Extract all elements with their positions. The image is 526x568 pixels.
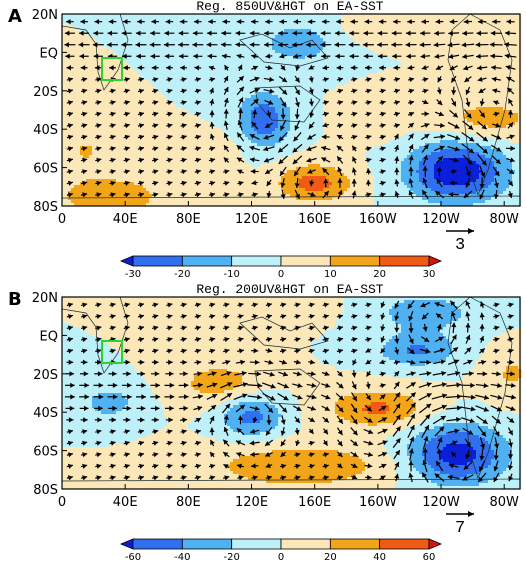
- panel-b-y-tick-label: 80S: [33, 483, 58, 498]
- panel-a-chart: A Reg. 850UV&HGT on EA-SST 20N EQ 20S 40S 60…: [0, 0, 526, 280]
- panel-b-colorbar-label: -40: [174, 552, 190, 563]
- panel-a: A Reg. 850UV&HGT on EA-SST 20N EQ 20S 40S 60…: [0, 0, 526, 280]
- panel-b-reference-vector: 7: [446, 511, 474, 538]
- panel-a-x-tick-label: 80E: [176, 212, 201, 227]
- panel-a-colorbar-label: 10: [324, 269, 337, 280]
- panel-a-colorbar-segment: [380, 256, 429, 266]
- panel-a-x-tick-label: 80W: [490, 212, 520, 227]
- panel-b-x-tick-label: 80W: [490, 495, 520, 510]
- panel-a-y-tick-label: 20S: [33, 85, 58, 100]
- panel-b-colorbar-label: 40: [373, 552, 386, 563]
- panel-b-y-tick-label: 60S: [33, 445, 58, 460]
- panel-a-x-tick-label: 120E: [235, 212, 268, 227]
- panel-a-x-tick-label: 160W: [359, 212, 397, 227]
- panel-b-x-tick-label: 160W: [359, 495, 397, 510]
- panel-a-anomaly-field: [62, 14, 521, 206]
- panel-a-colorbar-segment: [133, 256, 182, 266]
- panel-b-letter: B: [8, 289, 22, 310]
- panel-b-x-tick-label: 0: [58, 495, 66, 510]
- panel-b-title: Reg. 200UV&HGT on EA-SST: [196, 283, 383, 297]
- panel-b-colorbar-label: 20: [324, 552, 337, 563]
- panel-a-colorbar: -30 -20 -10 0 10 20 30: [121, 256, 441, 280]
- panel-b-colorbar: -60 -40 -20 0 20 40 60: [121, 539, 441, 563]
- panel-a-colorbar-label: -10: [223, 269, 239, 280]
- panel-a-y-tick-label: EQ: [40, 46, 58, 61]
- panel-a-x-tick-label: 120W: [422, 212, 460, 227]
- panel-b-x-tick-label: 120E: [235, 495, 268, 510]
- panel-b-y-tick-label: 20N: [32, 291, 58, 306]
- panel-b-colorbar-label: -20: [223, 552, 239, 563]
- panel-a-x-tick-label: 40E: [113, 212, 138, 227]
- panel-b-x-tick-label: 120W: [422, 495, 460, 510]
- panel-b-x-tick-label: 40E: [113, 495, 138, 510]
- panel-a-colorbar-segment: [281, 256, 330, 266]
- panel-a-colorbar-segment: [232, 256, 281, 266]
- panel-a-x-tick-label: 160E: [298, 212, 331, 227]
- panel-b-colorbar-segment: [330, 539, 379, 549]
- panel-a-letter: A: [8, 6, 22, 27]
- panel-b-colorbar-label: 0: [278, 552, 284, 563]
- panel-a-x-tick-label: 0: [58, 212, 66, 227]
- panel-a-reference-vector-label: 3: [455, 236, 465, 255]
- panel-a-colorbar-segment: [182, 256, 231, 266]
- panel-a-y-tick-label: 20N: [32, 8, 58, 23]
- panel-a-reference-vector: 3: [446, 228, 474, 255]
- panel-a-y-tick-label: 80S: [33, 200, 58, 215]
- panel-b-colorbar-segment: [281, 539, 330, 549]
- panel-b-colorbar-label: -60: [125, 552, 141, 563]
- panel-b-colorbar-segment: [232, 539, 281, 549]
- panel-b: B Reg. 200UV&HGT on EA-SST 20N EQ 20S 40S 60…: [0, 283, 526, 563]
- panel-a-colorbar-segment: [330, 256, 379, 266]
- panel-a-colorbar-label: 20: [373, 269, 386, 280]
- panel-a-colorbar-label: -20: [174, 269, 190, 280]
- panel-a-y-tick-label: 60S: [33, 162, 58, 177]
- panel-b-colorbar-segment: [429, 539, 441, 549]
- panel-a-title: Reg. 850UV&HGT on EA-SST: [196, 0, 383, 14]
- panel-b-x-tick-label: 80E: [176, 495, 201, 510]
- panel-b-reference-vector-label: 7: [455, 519, 465, 538]
- panel-b-y-tick-label: EQ: [40, 329, 58, 344]
- panel-a-colorbar-segment: [429, 256, 441, 266]
- panel-b-chart: B Reg. 200UV&HGT on EA-SST 20N EQ 20S 40S 60…: [0, 283, 526, 563]
- panel-a-colorbar-label: -30: [125, 269, 141, 280]
- panel-a-colorbar-segment: [121, 256, 133, 266]
- panel-b-x-tick-label: 160E: [298, 495, 331, 510]
- panel-b-y-tick-label: 40S: [33, 406, 58, 421]
- panel-b-colorbar-segment: [133, 539, 182, 549]
- panel-b-colorbar-segment: [121, 539, 133, 549]
- panel-a-colorbar-label: 30: [423, 269, 436, 280]
- panel-b-colorbar-label: 60: [423, 552, 436, 563]
- panel-b-colorbar-segment: [380, 539, 429, 549]
- panel-a-colorbar-label: 0: [278, 269, 284, 280]
- panel-a-y-tick-label: 40S: [33, 123, 58, 138]
- panel-b-colorbar-segment: [182, 539, 231, 549]
- panel-b-y-tick-label: 20S: [33, 368, 58, 383]
